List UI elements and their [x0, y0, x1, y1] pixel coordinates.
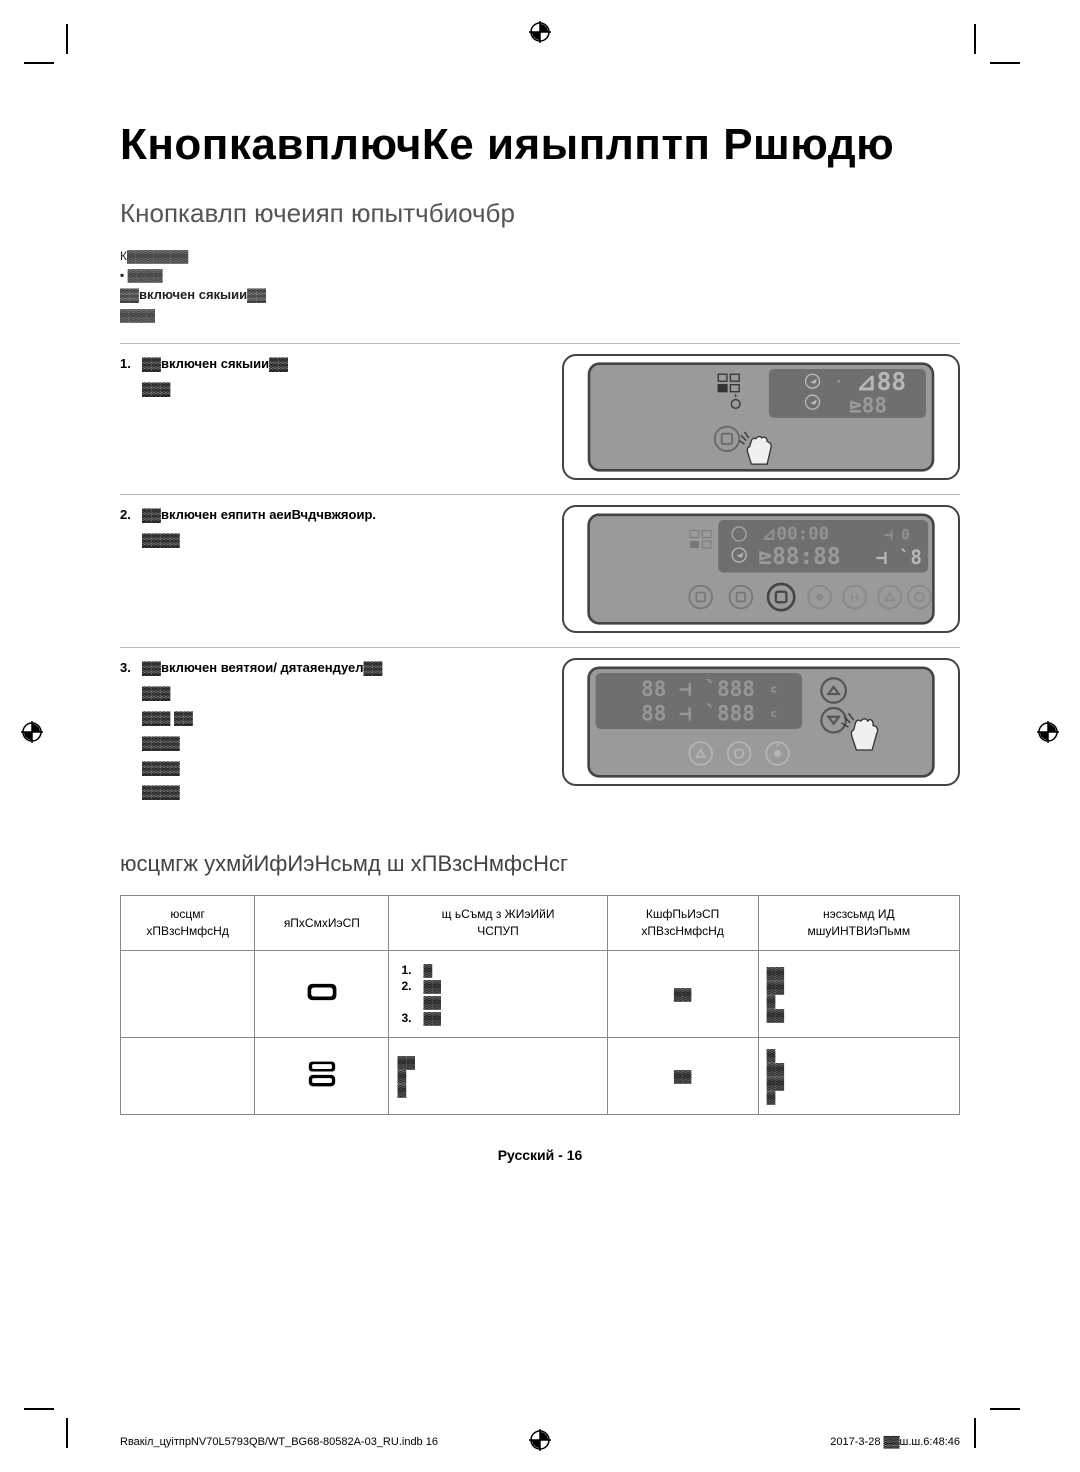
r1c1	[121, 950, 255, 1037]
step-3-line4: ▓▓▓▓	[120, 758, 440, 779]
table-row: ▓▓ ▓ ▓ ▓▓ ▓ ▓▓ ▓▓ ▓	[121, 1037, 960, 1114]
step-2-num: 2.	[120, 505, 142, 526]
r1c3: 1.▓ 2.▓▓ ▓▓ 3.▓▓	[389, 950, 607, 1037]
step-3-figure: 88 ⊣ `888 c 88 ⊣ `888 c	[460, 658, 960, 807]
r2c1	[121, 1037, 255, 1114]
svg-text:⊵88: ⊵88	[849, 394, 887, 418]
step-2-figure: ⊿00:00 ⊣ 0 ⊵88:88 ⊣ `8 H	[460, 505, 960, 633]
step-2-line: ▓▓▓▓	[120, 530, 440, 551]
section2-title: юсцмгж ухмйИфИэНсьмд ш хПВзсНмфсНсг	[120, 851, 960, 877]
registration-mark-bottom	[528, 1428, 552, 1452]
intro-l1: К▓▓▓▓▓▓▓	[120, 247, 960, 266]
page-content-area: КнопкавплючКе ияыплптп Ршюдю Кнопкавлп ю…	[120, 120, 960, 1320]
timestamp: 2017-3-28 ▓▓ш.ш.6:48:46	[830, 1436, 960, 1448]
intro-l4: ▓▓▓▓	[120, 306, 960, 325]
registration-mark-left	[20, 720, 44, 744]
r2c3: ▓▓ ▓ ▓	[389, 1037, 607, 1114]
crop-mark	[24, 1408, 54, 1410]
step-row-3: 3.▓▓включен веятяои/ дятаяендуел▓▓ ▓▓▓ ▓…	[120, 647, 960, 821]
crop-mark	[66, 1418, 68, 1448]
step-3-title: ▓▓включен веятяои/ дятаяендуел▓▓	[142, 660, 382, 675]
crop-mark	[990, 1408, 1020, 1410]
step-1-num: 1.	[120, 354, 142, 375]
th-4: КшфПьИэСП хПВзсНмфсНд	[607, 896, 758, 951]
svg-text:⊣ 0: ⊣ 0	[884, 528, 909, 544]
step-3-num: 3.	[120, 658, 142, 679]
step-2-text: 2.▓▓включен еяпитн аеиВчдчвжяоир. ▓▓▓▓	[120, 505, 440, 633]
th-1: юсцмг хПВзсНмфсНд	[121, 896, 255, 951]
step-row-2: 2.▓▓включен еяпитн аеиВчдчвжяоир. ▓▓▓▓ ⊿…	[120, 494, 960, 647]
step-3-line2: ▓▓▓ ▓▓	[120, 708, 440, 729]
step-1-text: 1.▓▓включен сякыии▓▓ ▓▓▓	[120, 354, 440, 480]
section1-title: Кнопкавлп ючеияп юпытчбиочбр	[120, 198, 960, 229]
table-row: 1.▓ 2.▓▓ ▓▓ 3.▓▓ ▓▓ ▓▓ ▓▓ ▓ ▓▓	[121, 950, 960, 1037]
step-3-line5: ▓▓▓▓	[120, 782, 440, 803]
crop-mark	[974, 1418, 976, 1448]
svg-text:88 ⊣ `888: 88 ⊣ `888	[641, 677, 755, 701]
svg-text:88 ⊣ `888: 88 ⊣ `888	[641, 702, 755, 726]
intro-l3: ▓▓включен сякыии▓▓	[120, 285, 960, 306]
th-2: яПхСмхИэСП	[255, 896, 389, 951]
tray-single-icon	[304, 978, 340, 1006]
step-2-title: ▓▓включен еяпитн аеиВчдчвжяоир.	[142, 507, 376, 522]
crop-mark	[974, 24, 976, 54]
registration-mark-right	[1036, 720, 1060, 744]
step-3-line1: ▓▓▓	[120, 683, 440, 704]
svg-text:c: c	[771, 708, 777, 720]
th-3: щ ьСъмд з ЖИэИйИ ЧСПУП	[389, 896, 607, 951]
crop-mark	[66, 24, 68, 54]
crop-mark	[990, 62, 1020, 64]
document-path: Rвакіл_цуітпрNV70L5793QB/WT_BG68-80582A-…	[120, 1436, 438, 1448]
step-row-1: 1.▓▓включен сякыии▓▓ ▓▓▓	[120, 343, 960, 494]
step-1-figure: ⊿88 ⊵88 °	[460, 354, 960, 480]
svg-text:⊿00:00: ⊿00:00	[762, 525, 829, 545]
intro-l2: ▪ ▓▓▓▓	[120, 266, 960, 285]
r1c5: ▓▓ ▓▓ ▓ ▓▓	[758, 950, 959, 1037]
table-header-row: юсцмг хПВзсНмфсНд яПхСмхИэСП щ ьСъмд з Ж…	[121, 896, 960, 951]
svg-text:°: °	[837, 379, 841, 389]
main-title: КнопкавплючКе ияыплптп Ршюдю	[120, 120, 960, 170]
r2c5: ▓ ▓▓ ▓▓ ▓	[758, 1037, 959, 1114]
svg-text:⊿88: ⊿88	[856, 367, 906, 396]
step-1-line: ▓▓▓	[120, 379, 440, 400]
page-number: Русский - 16	[120, 1147, 960, 1163]
step-3-text: 3.▓▓включен веятяои/ дятаяендуел▓▓ ▓▓▓ ▓…	[120, 658, 440, 807]
tray-double-icon	[304, 1060, 340, 1088]
svg-text:c: c	[771, 684, 777, 696]
step-1-title: ▓▓включен сякыии▓▓	[142, 356, 288, 371]
control-panel-1-icon: ⊿88 ⊵88 °	[562, 354, 960, 480]
svg-text:H: H	[850, 593, 858, 605]
svg-text:⊣ `8: ⊣ `8	[876, 546, 922, 569]
crop-mark	[24, 62, 54, 64]
r2c2	[255, 1037, 389, 1114]
intro-lines: К▓▓▓▓▓▓▓ ▪ ▓▓▓▓ ▓▓включен сякыии▓▓ ▓▓▓▓	[120, 247, 960, 325]
step-3-line3: ▓▓▓▓	[120, 733, 440, 754]
th-5: нэсзсьмд ИД мшуИНТВИэПьмм	[758, 896, 959, 951]
r2c4: ▓▓	[607, 1037, 758, 1114]
r1c4: ▓▓	[607, 950, 758, 1037]
control-panel-3-icon: 88 ⊣ `888 c 88 ⊣ `888 c	[562, 658, 960, 786]
svg-text:⊵88:88: ⊵88:88	[758, 544, 840, 570]
cooking-table: юсцмг хПВзсНмфсНд яПхСмхИэСП щ ьСъмд з Ж…	[120, 895, 960, 1115]
control-panel-2-icon: ⊿00:00 ⊣ 0 ⊵88:88 ⊣ `8 H	[562, 505, 960, 633]
steps-container: 1.▓▓включен сякыии▓▓ ▓▓▓	[120, 343, 960, 821]
r1c2	[255, 950, 389, 1037]
registration-mark-top	[528, 20, 552, 44]
